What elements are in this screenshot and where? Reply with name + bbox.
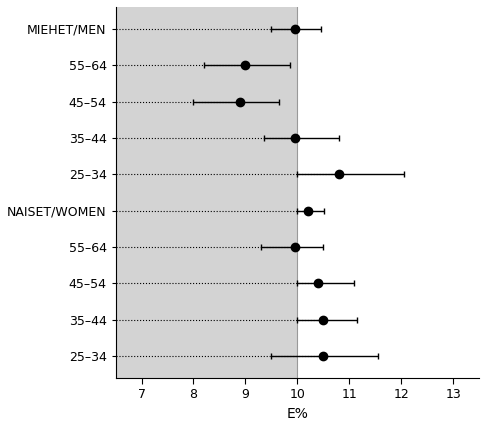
Bar: [116, 7, 297, 378]
X-axis label: E%: E%: [286, 407, 308, 421]
